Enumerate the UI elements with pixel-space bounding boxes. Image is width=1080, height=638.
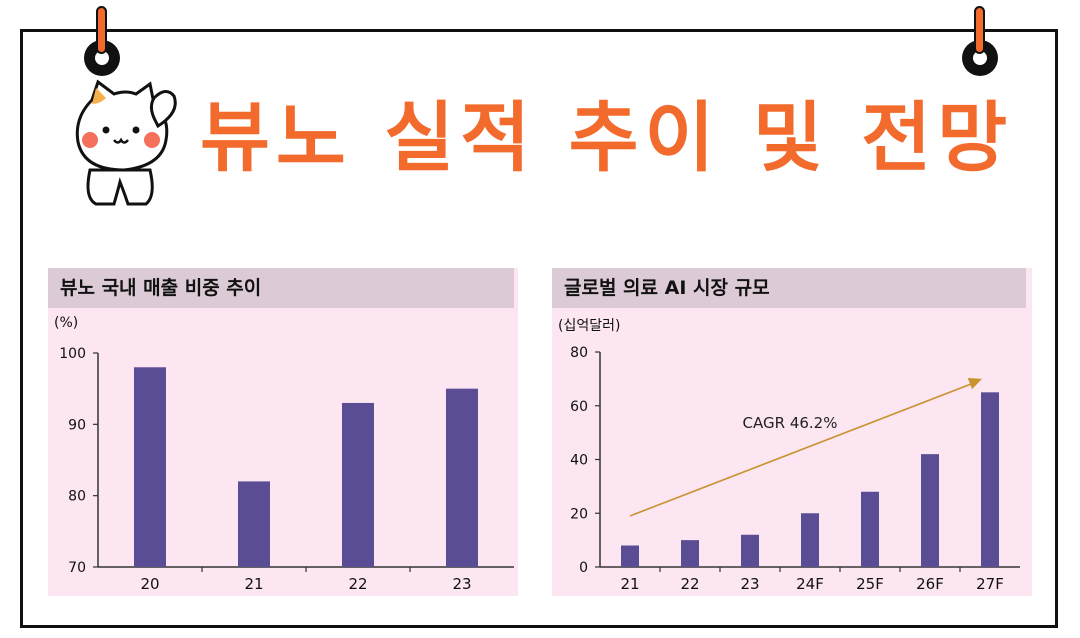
bar: [621, 545, 639, 567]
chart-panel-domestic-sales: 뷰노 국내 매출 비중 추이 (%) 70 80 90 100 20 21 22 23: [48, 268, 518, 596]
y-tick-label: 20: [570, 506, 588, 522]
y-unit-label: (%): [54, 315, 79, 331]
chart-title: 뷰노 국내 매출 비중 추이: [48, 268, 514, 308]
x-tick-label: 27F: [976, 575, 1004, 593]
bar: [681, 540, 699, 567]
x-tick-label: 24F: [796, 575, 824, 593]
y-tick-label: 100: [59, 346, 86, 362]
chart-global-ai-market: 0 20 40 60 80 21 22 23 24F 25F 26F 27F CAGR 46.2%: [570, 345, 1020, 593]
x-tick-label: 22: [348, 575, 367, 593]
cagr-annotation: CAGR 46.2%: [743, 414, 838, 432]
cat-mascot-icon: [75, 79, 177, 206]
y-tick-label: 80: [68, 489, 86, 505]
x-tick-label: 20: [140, 575, 159, 593]
bar: [342, 402, 374, 567]
y-tick-label: 70: [68, 560, 86, 576]
x-tick-label: 21: [620, 575, 639, 593]
y-tick-label: 40: [570, 453, 588, 469]
bar: [921, 454, 939, 567]
chart-title: 글로벌 의료 AI 시장 규모: [552, 268, 1026, 308]
bar: [741, 534, 759, 567]
y-tick-label: 90: [68, 417, 86, 433]
bar: [981, 392, 999, 567]
y-tick-label: 60: [570, 399, 588, 415]
bar: [861, 491, 879, 567]
bar: [238, 481, 270, 567]
chart-domestic-sales: 70 80 90 100 20 21 22 23: [59, 346, 514, 593]
pin-stick-right: [974, 6, 985, 54]
x-tick-label: 25F: [856, 575, 884, 593]
chart-panel-global-ai-market: 글로벌 의료 AI 시장 규모 (십억달러) 0 20 40 60 80 21 22 23 24…: [552, 268, 1032, 596]
trend-arrow-head: [967, 378, 982, 390]
x-tick-label: 22: [680, 575, 699, 593]
x-tick-label: 26F: [916, 575, 944, 593]
pin-stick-left: [96, 6, 107, 54]
x-tick-label: 23: [452, 575, 471, 593]
y-tick-label: 0: [579, 560, 588, 576]
bar: [134, 367, 166, 567]
x-tick-label: 21: [244, 575, 263, 593]
page-title: 뷰노 실적 추이 및 전망: [200, 93, 1014, 182]
x-tick-label: 23: [740, 575, 759, 593]
y-unit-label: (십억달러): [558, 318, 621, 334]
trend-arrow-line: [629, 382, 975, 517]
bar: [446, 388, 478, 567]
bar: [801, 513, 819, 567]
y-tick-label: 80: [570, 345, 588, 361]
